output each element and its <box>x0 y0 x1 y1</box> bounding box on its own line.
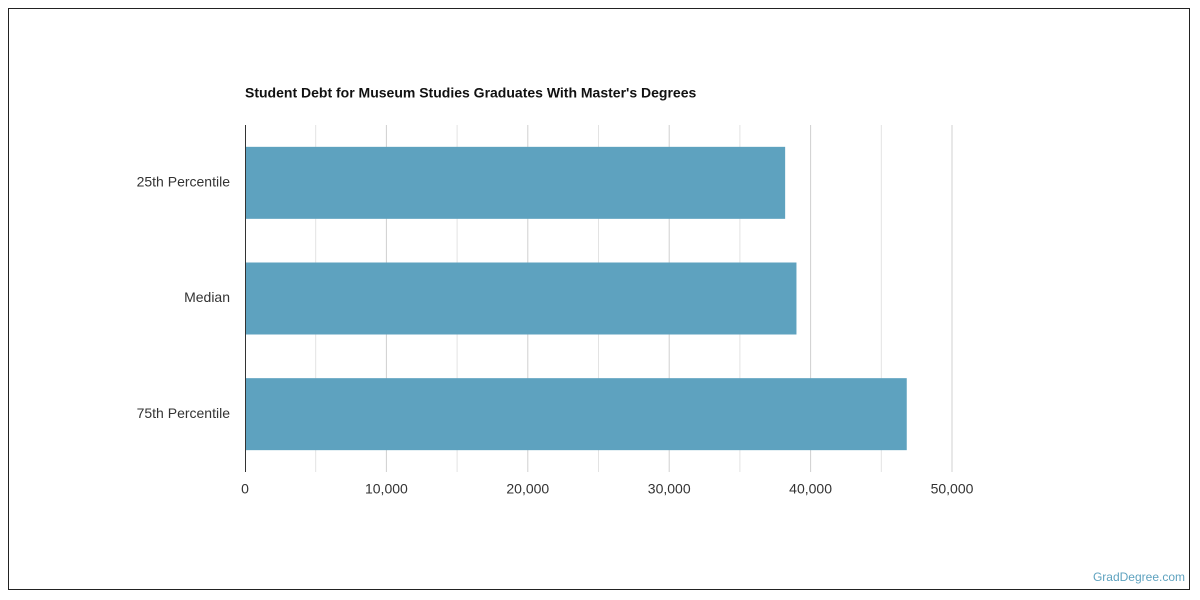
bar <box>245 146 786 219</box>
x-tick-label: 0 <box>241 481 249 497</box>
x-tick-label: 50,000 <box>931 481 974 497</box>
y-tick-label: Median <box>184 289 230 305</box>
bar <box>245 262 797 335</box>
bar <box>245 378 907 451</box>
x-tick-label: 10,000 <box>365 481 408 497</box>
y-tick-label: 75th Percentile <box>137 405 231 421</box>
x-tick-label: 40,000 <box>789 481 832 497</box>
chart-title: Student Debt for Museum Studies Graduate… <box>245 85 697 101</box>
x-tick-label: 20,000 <box>506 481 549 497</box>
y-tick-label: 25th Percentile <box>137 174 231 190</box>
x-tick-label: 30,000 <box>648 481 691 497</box>
source-link[interactable]: GradDegree.com <box>1093 570 1185 584</box>
